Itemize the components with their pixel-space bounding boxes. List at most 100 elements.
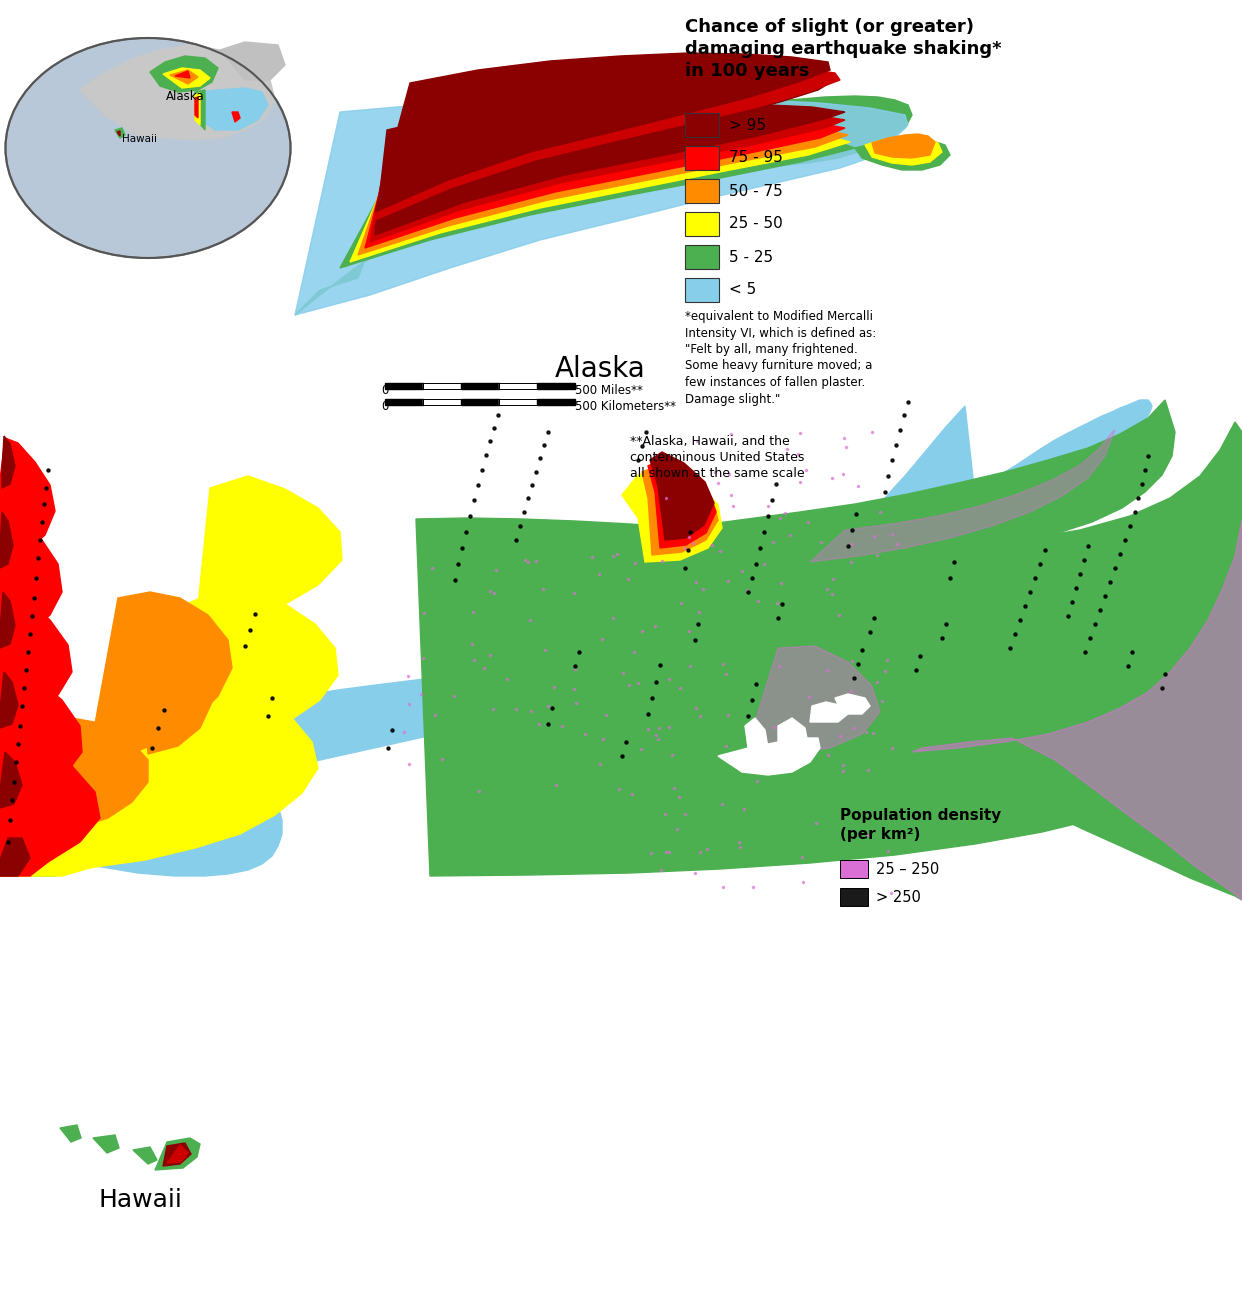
Polygon shape bbox=[148, 589, 338, 760]
Text: Alaska: Alaska bbox=[555, 355, 646, 382]
Text: 5 - 25: 5 - 25 bbox=[729, 249, 773, 265]
Bar bbox=[686, 211, 719, 236]
Text: 50 - 75: 50 - 75 bbox=[729, 184, 782, 198]
Text: < 5: < 5 bbox=[729, 282, 756, 298]
Polygon shape bbox=[370, 112, 845, 241]
Polygon shape bbox=[385, 399, 424, 405]
Polygon shape bbox=[296, 99, 908, 315]
Polygon shape bbox=[163, 68, 210, 87]
Polygon shape bbox=[854, 138, 950, 170]
Polygon shape bbox=[88, 592, 232, 762]
Polygon shape bbox=[117, 130, 120, 136]
Polygon shape bbox=[864, 136, 941, 164]
Polygon shape bbox=[358, 127, 848, 254]
Polygon shape bbox=[140, 646, 212, 754]
Polygon shape bbox=[375, 54, 830, 211]
Polygon shape bbox=[461, 399, 499, 405]
Text: 25 – 250: 25 – 250 bbox=[876, 861, 939, 877]
Polygon shape bbox=[642, 465, 718, 555]
Polygon shape bbox=[745, 718, 768, 762]
Text: Hawaii: Hawaii bbox=[98, 1188, 181, 1212]
Polygon shape bbox=[0, 672, 17, 728]
Polygon shape bbox=[810, 431, 1115, 562]
Polygon shape bbox=[133, 1147, 156, 1164]
Polygon shape bbox=[835, 694, 869, 714]
Polygon shape bbox=[0, 806, 79, 876]
Bar bbox=[686, 278, 719, 301]
Text: 0: 0 bbox=[381, 384, 389, 397]
Polygon shape bbox=[416, 518, 1195, 876]
Polygon shape bbox=[2, 436, 15, 488]
Text: *equivalent to Modified Mercalli
Intensity VI, which is defined as:
"Felt by all: *equivalent to Modified Mercalli Intensi… bbox=[686, 311, 877, 406]
Polygon shape bbox=[0, 512, 12, 568]
Polygon shape bbox=[461, 382, 499, 389]
Polygon shape bbox=[537, 382, 575, 389]
Text: 0: 0 bbox=[381, 401, 389, 412]
Polygon shape bbox=[195, 476, 342, 636]
Polygon shape bbox=[375, 104, 845, 235]
Polygon shape bbox=[232, 112, 240, 121]
Polygon shape bbox=[60, 1125, 81, 1142]
Polygon shape bbox=[810, 702, 848, 722]
Text: 500 Kilometers**: 500 Kilometers** bbox=[575, 401, 676, 412]
Text: > 250: > 250 bbox=[876, 890, 920, 904]
Polygon shape bbox=[777, 718, 809, 754]
Text: 500 Miles**: 500 Miles** bbox=[575, 384, 643, 397]
Polygon shape bbox=[375, 78, 828, 228]
Bar bbox=[840, 860, 868, 878]
Polygon shape bbox=[622, 468, 722, 562]
Polygon shape bbox=[912, 519, 1242, 900]
Bar bbox=[686, 179, 719, 204]
Bar bbox=[686, 245, 719, 269]
Polygon shape bbox=[166, 1144, 188, 1163]
Polygon shape bbox=[650, 452, 714, 540]
Polygon shape bbox=[648, 458, 715, 548]
Polygon shape bbox=[175, 70, 190, 78]
Polygon shape bbox=[350, 134, 850, 262]
Polygon shape bbox=[0, 838, 30, 876]
Polygon shape bbox=[195, 87, 268, 130]
Polygon shape bbox=[195, 97, 197, 117]
Text: 75 - 95: 75 - 95 bbox=[729, 150, 782, 166]
Bar bbox=[686, 114, 719, 137]
Polygon shape bbox=[195, 93, 200, 125]
Polygon shape bbox=[499, 382, 537, 389]
Polygon shape bbox=[116, 128, 125, 138]
Polygon shape bbox=[88, 652, 318, 868]
Polygon shape bbox=[296, 97, 912, 315]
Polygon shape bbox=[170, 70, 197, 84]
Polygon shape bbox=[155, 1138, 200, 1171]
Text: Alaska: Alaska bbox=[165, 90, 205, 103]
Polygon shape bbox=[0, 438, 55, 562]
Polygon shape bbox=[7, 401, 1153, 876]
Polygon shape bbox=[718, 739, 820, 775]
Polygon shape bbox=[0, 515, 62, 642]
Text: Chance of slight (or greater)
damaging earthquake shaking*
in 100 years: Chance of slight (or greater) damaging e… bbox=[686, 18, 1001, 81]
Bar bbox=[840, 887, 868, 906]
Polygon shape bbox=[0, 595, 72, 722]
Polygon shape bbox=[375, 64, 840, 221]
Polygon shape bbox=[220, 42, 284, 80]
Polygon shape bbox=[872, 134, 935, 158]
Polygon shape bbox=[0, 746, 101, 876]
Polygon shape bbox=[900, 422, 1242, 900]
Text: Population density
(per km²): Population density (per km²) bbox=[840, 808, 1001, 842]
Bar bbox=[686, 146, 719, 170]
Polygon shape bbox=[340, 140, 854, 268]
Text: > 95: > 95 bbox=[729, 117, 766, 133]
Polygon shape bbox=[0, 718, 148, 840]
Polygon shape bbox=[0, 736, 183, 876]
Polygon shape bbox=[150, 56, 219, 91]
Polygon shape bbox=[537, 399, 575, 405]
Polygon shape bbox=[499, 399, 537, 405]
Ellipse shape bbox=[5, 38, 291, 258]
Text: 25 - 50: 25 - 50 bbox=[729, 217, 782, 231]
Text: Hawaii: Hawaii bbox=[122, 134, 156, 144]
Polygon shape bbox=[93, 1135, 119, 1154]
Polygon shape bbox=[79, 44, 274, 140]
Polygon shape bbox=[0, 673, 82, 803]
Polygon shape bbox=[0, 752, 22, 808]
Polygon shape bbox=[745, 646, 881, 754]
Polygon shape bbox=[385, 382, 424, 389]
Polygon shape bbox=[424, 399, 461, 405]
